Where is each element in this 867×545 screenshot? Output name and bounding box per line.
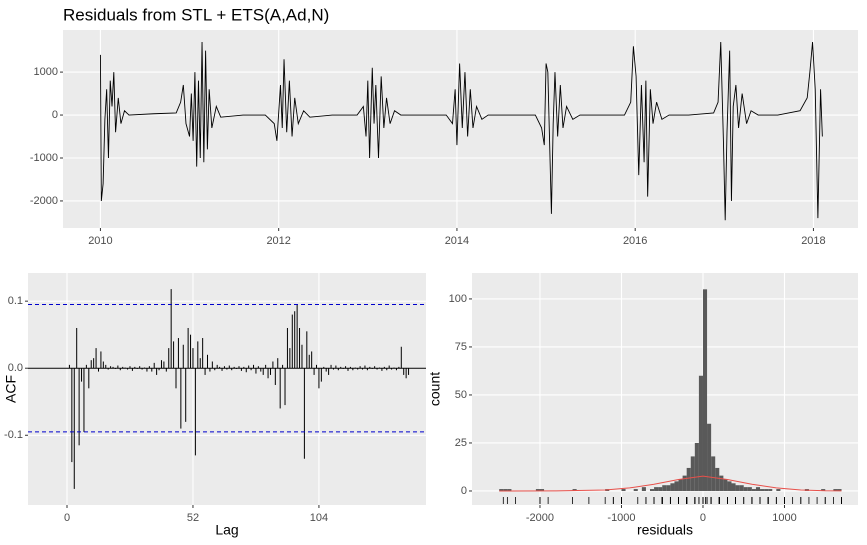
x-tick-label: -2000 [526,512,554,524]
histogram-bar [694,442,699,491]
histogram-bar [731,483,736,491]
histogram-bar [621,489,626,491]
histogram-bar [682,475,687,491]
histogram-bar [735,485,740,491]
histogram-bar [503,489,508,491]
panel-background [472,273,858,505]
y-tick-label: 0 [52,109,58,121]
histogram-bar [686,467,691,491]
y-tick-label: -0.1 [4,429,23,441]
histogram-bar [654,487,659,491]
y-tick-label: 0.0 [8,362,23,374]
x-tick-label: 2012 [266,235,290,247]
histogram-bar [755,487,761,491]
histogram-bar [760,489,765,491]
histogram-bar [633,489,638,491]
histogram-bar [776,489,781,491]
histogram-bar [837,489,842,491]
histogram-bar [572,489,577,491]
density-curve [499,475,842,492]
panel-background [63,30,858,228]
histogram-bar [666,485,671,491]
x-tick-label: -1000 [607,512,635,524]
histogram-bar [499,489,504,491]
histogram-bar [702,289,708,491]
histogram-bar [715,467,720,491]
histogram-bar [743,487,748,491]
histogram-bar [670,483,675,491]
x-axis-title: residuals [637,522,693,538]
x-axis-title: Lag [215,522,238,538]
histogram-bar [821,489,826,491]
y-axis-title: count [427,372,443,406]
y-tick-label: 100 [449,293,467,305]
y-tick-label: -1000 [30,152,58,164]
histogram-bar [764,489,769,491]
histogram-bar [727,481,732,491]
x-tick-label: 104 [310,512,328,524]
histogram-bar [641,487,646,491]
histogram-bar [739,485,744,491]
histogram-bar [662,485,667,491]
y-tick-label: -2000 [30,195,58,207]
chart-title: Residuals from STL + ETS(A,Ad,N) [63,5,329,24]
histogram-bar [711,456,716,491]
residual-line [99,41,823,221]
x-tick-label: 0 [64,512,70,524]
x-tick-label: 2014 [445,235,469,247]
panel-background [28,273,426,505]
histogram-bar [833,489,838,491]
x-tick-label: 2016 [623,235,647,247]
y-axis-title: ACF [3,375,19,403]
histogram-bar [768,489,773,491]
x-tick-label: 1000 [772,512,796,524]
x-tick-label: 2010 [88,235,112,247]
y-tick-label: 25 [455,437,467,449]
x-tick-label: 0 [700,512,706,524]
y-tick-label: 50 [455,389,467,401]
histogram-bar [650,489,655,491]
histogram-bar [674,481,679,491]
histogram-bar [507,489,512,491]
histogram-bar [747,487,752,491]
histogram-bar [698,375,703,491]
y-tick-label: 0 [461,485,467,497]
y-tick-label: 75 [455,341,467,353]
histogram-bar [751,489,756,491]
histogram-bar [719,475,724,491]
histogram-bar [535,489,540,491]
x-tick-label: 2018 [801,235,825,247]
histogram-bar [658,487,663,491]
histogram-bar [690,456,695,491]
histogram-bar [723,479,728,491]
histogram-bar [707,423,712,491]
y-tick-label: 1000 [34,66,58,78]
y-tick-label: 0.1 [8,295,23,307]
histogram-bar [678,479,683,491]
histogram-bar [539,489,545,491]
x-tick-label: 52 [187,512,199,524]
